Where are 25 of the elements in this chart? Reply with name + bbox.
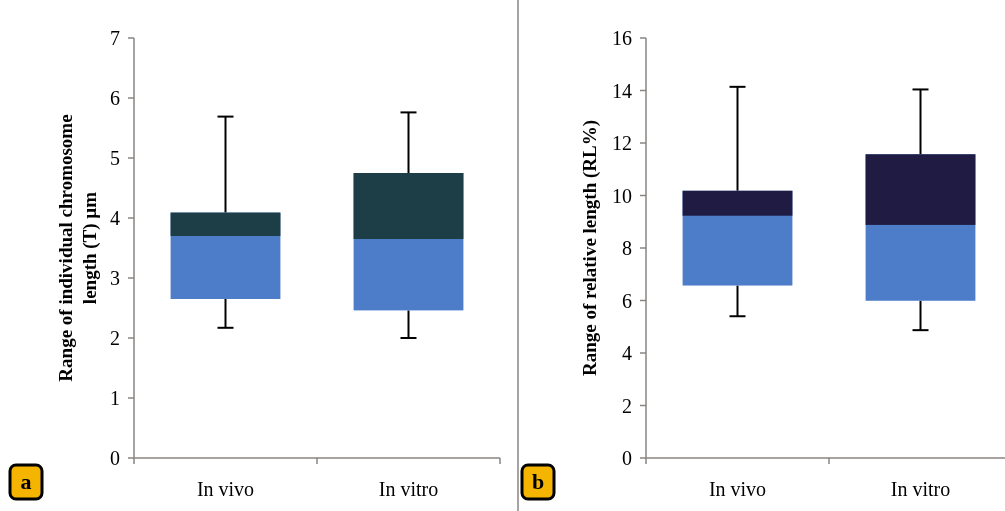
y-tick-label: 6 [622,289,632,312]
y-tick-label: 6 [110,87,120,109]
y-tick-label: 4 [622,342,632,364]
y-tick-label: 2 [622,394,632,417]
y-axis-title: Range of relative length (RL%) [579,119,601,377]
y-tick-label: 12 [612,132,632,154]
y-tick-label: 4 [110,207,120,229]
x-tick-label: In vitro [378,478,439,500]
y-axis-title: Range of individual chromosome length (T) µm [55,114,101,382]
y-tick-label: 2 [110,327,120,349]
x-tick-label: In vitro [890,478,951,500]
text: b [531,469,545,494]
y-tick-label: 0 [110,447,120,469]
y-tick-label: 3 [110,267,120,289]
y-tick-label: 0 [622,447,632,469]
x-tick-label: In vivo [708,478,767,500]
y-tick-label: 8 [622,237,632,259]
text: a [20,469,32,494]
y-tick-label: 14 [612,79,632,102]
y-tick-label: 10 [612,184,632,207]
y-tick-label: 1 [110,387,120,409]
y-tick-label: 16 [612,27,632,49]
y-tick-label: 7 [110,27,120,49]
y-tick-label: 5 [110,147,120,169]
x-tick-label: In vivo [196,478,255,500]
